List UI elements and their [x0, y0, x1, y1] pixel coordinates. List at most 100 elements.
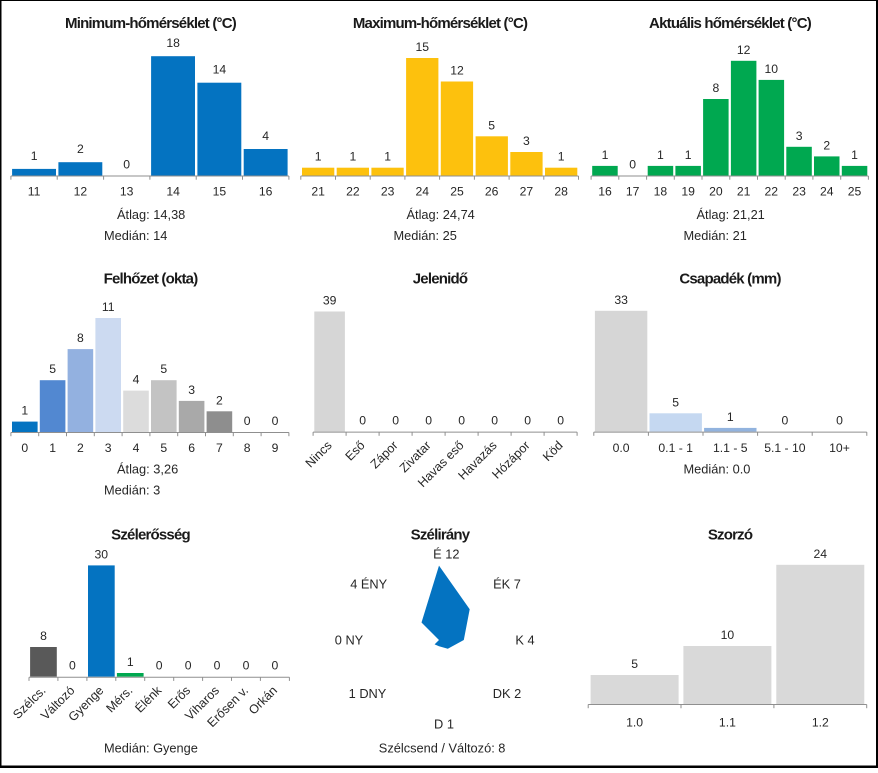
svg-text:0: 0	[272, 414, 279, 428]
svg-text:10: 10	[721, 628, 735, 642]
svg-text:1: 1	[558, 150, 565, 164]
svg-text:0: 0	[214, 659, 221, 673]
svg-text:1: 1	[21, 404, 28, 418]
svg-text:Szorzó: Szorzó	[708, 526, 753, 543]
svg-text:Szélerősség: Szélerősség	[111, 526, 190, 543]
svg-text:0: 0	[359, 414, 366, 428]
svg-text:Medián: 3: Medián: 3	[104, 483, 160, 498]
svg-text:13: 13	[120, 185, 134, 199]
svg-text:D 1: D 1	[434, 717, 454, 732]
svg-text:19: 19	[681, 185, 695, 199]
svg-text:3: 3	[523, 134, 530, 148]
svg-text:Felhőzet (okta): Felhőzet (okta)	[104, 271, 199, 288]
svg-text:Minimum-hőmérséklet (°C): Minimum-hőmérséklet (°C)	[65, 15, 237, 32]
svg-text:27: 27	[520, 185, 534, 199]
svg-text:Medián: 25: Medián: 25	[394, 228, 457, 243]
svg-text:18: 18	[654, 185, 668, 199]
svg-text:Maximum-hőmérséklet (°C): Maximum-hőmérséklet (°C)	[353, 15, 528, 32]
svg-text:2: 2	[216, 393, 223, 407]
svg-text:0: 0	[243, 659, 250, 673]
svg-text:30: 30	[95, 547, 109, 561]
svg-text:0: 0	[629, 158, 636, 172]
svg-text:1: 1	[727, 410, 734, 424]
svg-text:23: 23	[381, 185, 395, 199]
svg-text:Átlag: 3,26: Átlag: 3,26	[117, 462, 178, 477]
svg-text:9: 9	[272, 441, 279, 455]
svg-text:15: 15	[213, 185, 227, 199]
svg-text:25: 25	[848, 185, 862, 199]
svg-text:Átlag: 21,21: Átlag: 21,21	[697, 207, 765, 222]
svg-text:6: 6	[188, 441, 195, 455]
svg-text:1.0: 1.0	[626, 715, 643, 729]
svg-text:0: 0	[392, 414, 399, 428]
svg-text:0: 0	[21, 441, 28, 455]
svg-text:10: 10	[765, 62, 779, 76]
svg-text:17: 17	[626, 185, 640, 199]
svg-text:24: 24	[814, 547, 828, 561]
svg-text:0: 0	[836, 414, 843, 428]
svg-text:2: 2	[77, 441, 84, 455]
svg-text:39: 39	[323, 294, 337, 308]
svg-text:16: 16	[259, 185, 273, 199]
svg-text:8: 8	[713, 81, 720, 95]
svg-text:3: 3	[105, 441, 112, 455]
svg-text:0: 0	[272, 659, 279, 673]
svg-text:1: 1	[657, 148, 664, 162]
svg-text:4: 4	[262, 129, 269, 143]
svg-text:4 ÉNY: 4 ÉNY	[350, 577, 387, 592]
svg-text:26: 26	[485, 185, 499, 199]
svg-text:1: 1	[350, 150, 357, 164]
svg-text:Csapadék (mm): Csapadék (mm)	[679, 271, 781, 288]
svg-text:0: 0	[782, 414, 789, 428]
svg-text:2: 2	[823, 138, 830, 152]
svg-text:1.2: 1.2	[812, 715, 829, 729]
svg-text:Átlag: 24,74: Átlag: 24,74	[407, 207, 475, 222]
svg-text:3: 3	[188, 383, 195, 397]
svg-text:12: 12	[737, 43, 751, 57]
svg-text:5: 5	[160, 441, 167, 455]
svg-text:0: 0	[69, 659, 76, 673]
svg-text:1: 1	[127, 655, 134, 669]
svg-text:21: 21	[311, 185, 325, 199]
svg-text:Medián: Gyenge: Medián: Gyenge	[104, 740, 198, 755]
svg-text:1.1 - 5: 1.1 - 5	[713, 441, 748, 455]
svg-text:8: 8	[244, 441, 251, 455]
svg-text:18: 18	[166, 36, 180, 50]
svg-text:DK 2: DK 2	[493, 686, 521, 701]
svg-text:11: 11	[28, 185, 41, 199]
svg-text:Jelenidő: Jelenidő	[413, 271, 468, 288]
svg-text:0 NY: 0 NY	[335, 632, 364, 647]
svg-text:21: 21	[737, 185, 751, 199]
svg-text:14: 14	[166, 185, 180, 199]
svg-text:ÉK 7: ÉK 7	[493, 577, 521, 592]
svg-text:Átlag: 14,38: Átlag: 14,38	[117, 207, 185, 222]
svg-text:0: 0	[557, 414, 564, 428]
svg-text:Medián: 21: Medián: 21	[684, 228, 747, 243]
svg-text:0: 0	[156, 659, 163, 673]
svg-text:Szélirány: Szélirány	[411, 526, 471, 543]
svg-text:8: 8	[40, 629, 47, 643]
svg-text:8: 8	[77, 331, 84, 345]
svg-text:20: 20	[709, 185, 723, 199]
svg-text:0.0: 0.0	[613, 441, 630, 455]
svg-text:5: 5	[488, 118, 495, 132]
svg-text:1: 1	[315, 150, 322, 164]
svg-text:1: 1	[49, 441, 56, 455]
svg-text:7: 7	[216, 441, 223, 455]
svg-text:28: 28	[554, 185, 568, 199]
svg-text:1: 1	[384, 150, 391, 164]
svg-text:0: 0	[491, 414, 498, 428]
svg-text:0: 0	[458, 414, 465, 428]
svg-text:10+: 10+	[829, 441, 850, 455]
svg-text:2: 2	[77, 142, 84, 156]
svg-text:0: 0	[524, 414, 531, 428]
svg-text:K 4: K 4	[515, 632, 534, 647]
svg-text:11: 11	[102, 300, 115, 314]
svg-text:1 DNY: 1 DNY	[349, 686, 387, 701]
svg-text:12: 12	[74, 185, 88, 199]
svg-text:0: 0	[123, 158, 130, 172]
svg-text:5: 5	[49, 362, 56, 376]
svg-text:Medián: 0.0: Medián: 0.0	[684, 462, 751, 477]
svg-text:5: 5	[631, 657, 638, 671]
svg-text:0: 0	[244, 414, 251, 428]
